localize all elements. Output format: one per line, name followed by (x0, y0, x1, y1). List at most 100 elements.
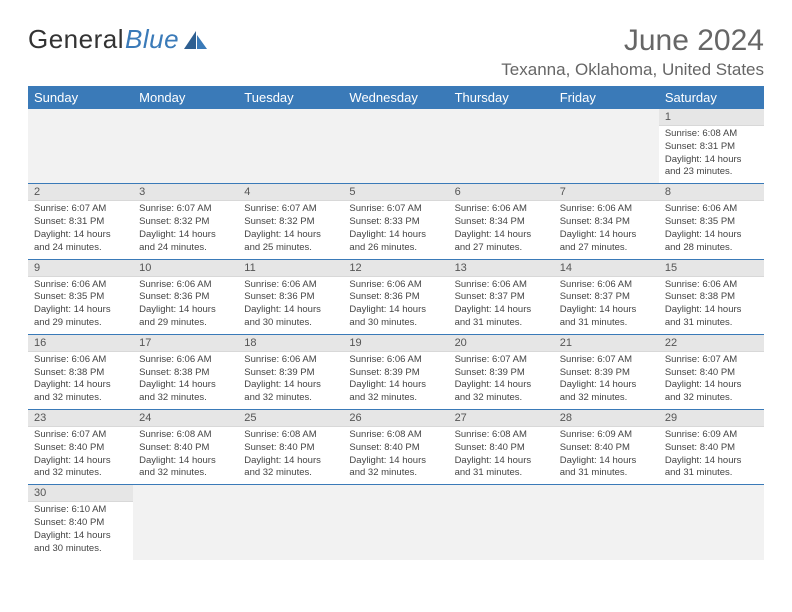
calendar-cell: 3Sunrise: 6:07 AMSunset: 8:32 PMDaylight… (133, 184, 238, 259)
daylight-line2: and 28 minutes. (665, 242, 758, 255)
daylight-line1: Daylight: 14 hours (665, 229, 758, 242)
sunrise-text: Sunrise: 6:08 AM (244, 429, 337, 442)
calendar-table: Sunday Monday Tuesday Wednesday Thursday… (28, 86, 764, 560)
daylight-line2: and 32 minutes. (244, 467, 337, 480)
sunrise-text: Sunrise: 6:06 AM (455, 203, 548, 216)
daylight-line1: Daylight: 14 hours (34, 455, 127, 468)
day-number: 27 (449, 410, 554, 427)
daylight-line2: and 29 minutes. (139, 317, 232, 330)
day-details: Sunrise: 6:06 AMSunset: 8:35 PMDaylight:… (659, 201, 764, 258)
day-details: Sunrise: 6:06 AMSunset: 8:35 PMDaylight:… (28, 277, 133, 334)
daylight-line2: and 29 minutes. (34, 317, 127, 330)
sunset-text: Sunset: 8:38 PM (34, 367, 127, 380)
day-number: 3 (133, 184, 238, 201)
sunrise-text: Sunrise: 6:07 AM (34, 429, 127, 442)
dayname-thursday: Thursday (449, 86, 554, 109)
sunset-text: Sunset: 8:36 PM (244, 291, 337, 304)
calendar-cell (449, 485, 554, 560)
calendar-cell: 28Sunrise: 6:09 AMSunset: 8:40 PMDayligh… (554, 410, 659, 485)
daylight-line2: and 32 minutes. (560, 392, 653, 405)
daylight-line1: Daylight: 14 hours (244, 229, 337, 242)
day-number: 18 (238, 335, 343, 352)
sunrise-text: Sunrise: 6:07 AM (665, 354, 758, 367)
daylight-line1: Daylight: 14 hours (560, 229, 653, 242)
daylight-line1: Daylight: 14 hours (34, 229, 127, 242)
calendar-cell: 14Sunrise: 6:06 AMSunset: 8:37 PMDayligh… (554, 259, 659, 334)
daylight-line2: and 31 minutes. (455, 467, 548, 480)
sunrise-text: Sunrise: 6:06 AM (139, 279, 232, 292)
day-details: Sunrise: 6:06 AMSunset: 8:34 PMDaylight:… (554, 201, 659, 258)
day-details: Sunrise: 6:08 AMSunset: 8:40 PMDaylight:… (449, 427, 554, 484)
calendar-week-row: 23Sunrise: 6:07 AMSunset: 8:40 PMDayligh… (28, 410, 764, 485)
calendar-cell: 5Sunrise: 6:07 AMSunset: 8:33 PMDaylight… (343, 184, 448, 259)
sunrise-text: Sunrise: 6:07 AM (139, 203, 232, 216)
calendar-header-row: Sunday Monday Tuesday Wednesday Thursday… (28, 86, 764, 109)
day-number: 9 (28, 260, 133, 277)
dayname-monday: Monday (133, 86, 238, 109)
calendar-cell: 20Sunrise: 6:07 AMSunset: 8:39 PMDayligh… (449, 334, 554, 409)
sunset-text: Sunset: 8:32 PM (244, 216, 337, 229)
sunrise-text: Sunrise: 6:08 AM (349, 429, 442, 442)
calendar-cell (28, 109, 133, 184)
sunrise-text: Sunrise: 6:07 AM (349, 203, 442, 216)
daylight-line2: and 32 minutes. (349, 392, 442, 405)
sunset-text: Sunset: 8:31 PM (34, 216, 127, 229)
day-number: 5 (343, 184, 448, 201)
daylight-line2: and 27 minutes. (455, 242, 548, 255)
calendar-week-row: 30Sunrise: 6:10 AMSunset: 8:40 PMDayligh… (28, 485, 764, 560)
day-details: Sunrise: 6:10 AMSunset: 8:40 PMDaylight:… (28, 502, 133, 559)
day-details: Sunrise: 6:09 AMSunset: 8:40 PMDaylight:… (554, 427, 659, 484)
daylight-line1: Daylight: 14 hours (349, 455, 442, 468)
sunrise-text: Sunrise: 6:06 AM (34, 354, 127, 367)
day-number: 6 (449, 184, 554, 201)
day-number: 7 (554, 184, 659, 201)
daylight-line2: and 32 minutes. (349, 467, 442, 480)
day-details: Sunrise: 6:06 AMSunset: 8:38 PMDaylight:… (659, 277, 764, 334)
sunset-text: Sunset: 8:31 PM (665, 141, 758, 154)
daylight-line2: and 23 minutes. (665, 166, 758, 179)
page-header: GeneralBlue June 2024 Texanna, Oklahoma,… (28, 24, 764, 80)
day-details: Sunrise: 6:06 AMSunset: 8:34 PMDaylight:… (449, 201, 554, 258)
calendar-cell: 8Sunrise: 6:06 AMSunset: 8:35 PMDaylight… (659, 184, 764, 259)
daylight-line2: and 26 minutes. (349, 242, 442, 255)
calendar-cell: 12Sunrise: 6:06 AMSunset: 8:36 PMDayligh… (343, 259, 448, 334)
sunrise-text: Sunrise: 6:06 AM (244, 279, 337, 292)
day-details: Sunrise: 6:06 AMSunset: 8:37 PMDaylight:… (554, 277, 659, 334)
daylight-line1: Daylight: 14 hours (34, 379, 127, 392)
day-details: Sunrise: 6:08 AMSunset: 8:40 PMDaylight:… (238, 427, 343, 484)
day-details: Sunrise: 6:06 AMSunset: 8:39 PMDaylight:… (238, 352, 343, 409)
sunrise-text: Sunrise: 6:07 AM (34, 203, 127, 216)
day-details: Sunrise: 6:06 AMSunset: 8:36 PMDaylight:… (133, 277, 238, 334)
sunset-text: Sunset: 8:40 PM (455, 442, 548, 455)
day-number: 25 (238, 410, 343, 427)
dayname-sunday: Sunday (28, 86, 133, 109)
sunset-text: Sunset: 8:35 PM (34, 291, 127, 304)
calendar-cell: 7Sunrise: 6:06 AMSunset: 8:34 PMDaylight… (554, 184, 659, 259)
daylight-line1: Daylight: 14 hours (560, 455, 653, 468)
sunset-text: Sunset: 8:39 PM (349, 367, 442, 380)
calendar-cell: 13Sunrise: 6:06 AMSunset: 8:37 PMDayligh… (449, 259, 554, 334)
day-details: Sunrise: 6:06 AMSunset: 8:38 PMDaylight:… (28, 352, 133, 409)
calendar-cell: 2Sunrise: 6:07 AMSunset: 8:31 PMDaylight… (28, 184, 133, 259)
sunset-text: Sunset: 8:39 PM (455, 367, 548, 380)
sunset-text: Sunset: 8:40 PM (560, 442, 653, 455)
sunrise-text: Sunrise: 6:07 AM (560, 354, 653, 367)
day-details: Sunrise: 6:08 AMSunset: 8:40 PMDaylight:… (133, 427, 238, 484)
daylight-line1: Daylight: 14 hours (349, 304, 442, 317)
calendar-cell: 9Sunrise: 6:06 AMSunset: 8:35 PMDaylight… (28, 259, 133, 334)
day-number: 28 (554, 410, 659, 427)
daylight-line2: and 25 minutes. (244, 242, 337, 255)
brand-logo: GeneralBlue (28, 24, 209, 55)
sunrise-text: Sunrise: 6:09 AM (560, 429, 653, 442)
calendar-cell: 19Sunrise: 6:06 AMSunset: 8:39 PMDayligh… (343, 334, 448, 409)
daylight-line1: Daylight: 14 hours (665, 154, 758, 167)
daylight-line2: and 31 minutes. (455, 317, 548, 330)
sunrise-text: Sunrise: 6:07 AM (455, 354, 548, 367)
dayname-wednesday: Wednesday (343, 86, 448, 109)
daylight-line2: and 32 minutes. (139, 392, 232, 405)
day-details: Sunrise: 6:07 AMSunset: 8:32 PMDaylight:… (133, 201, 238, 258)
sunrise-text: Sunrise: 6:06 AM (455, 279, 548, 292)
day-number: 20 (449, 335, 554, 352)
calendar-cell: 23Sunrise: 6:07 AMSunset: 8:40 PMDayligh… (28, 410, 133, 485)
day-number: 19 (343, 335, 448, 352)
